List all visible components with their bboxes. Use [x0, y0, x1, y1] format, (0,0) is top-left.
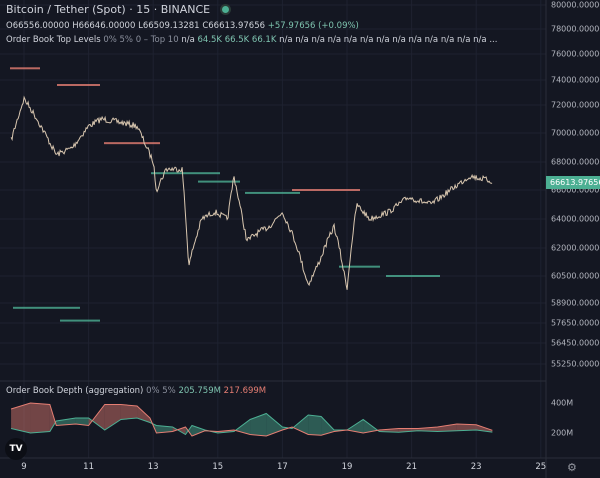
price-series [10, 95, 493, 290]
order-book-level-bid [245, 191, 300, 194]
order-book-value: n/a [295, 35, 309, 45]
settings-gear-icon[interactable]: ⚙ [567, 461, 577, 474]
order-book-value: n/a [376, 35, 390, 45]
date-tick-label: 11 [83, 462, 95, 472]
depth-bids-line [10, 412, 493, 436]
price-tick-label: 56450.00000 [551, 338, 600, 348]
date-tick-label: 9 [21, 462, 27, 472]
price-tick-label: 66000.00000 [551, 185, 600, 195]
order-book-value: n/a [181, 35, 195, 45]
depth-legend[interactable]: Order Book Depth (aggregation) 0% 5% 205… [6, 386, 267, 396]
price-tick-label: 64000.00000 [551, 214, 600, 224]
date-tick-label: 19 [341, 462, 353, 472]
depth-fill-segment [347, 419, 364, 433]
order-book-level-bid [339, 265, 380, 268]
depth-fill-segment [30, 403, 50, 433]
order-book-level-ask [104, 142, 160, 145]
price-tick-label: 55250.00000 [551, 359, 600, 369]
date-tick-label: 17 [276, 462, 288, 472]
order-book-level-bid [60, 319, 100, 322]
ohlc-values: O66556.00000 H66646.00000 L66509.13281 C… [6, 21, 359, 31]
price-tick-label: 70000.00000 [551, 128, 600, 138]
market-status-icon [222, 6, 230, 13]
order-book-value: 66.1K [251, 35, 277, 45]
depth-fill-segment [292, 415, 309, 435]
depth-fill-segment [120, 404, 138, 420]
date-tick-label: 23 [470, 462, 482, 472]
symbol-name: Bitcoin / Tether (Spot) [6, 3, 126, 16]
price-tick-label: 58900.00000 [551, 298, 600, 308]
depth-fill-segment [398, 428, 419, 433]
order-book-value: n/a [473, 35, 487, 45]
depth-fill-segment [156, 425, 173, 433]
depth-axis-200m: 200M [551, 428, 574, 438]
order-book-level-bid [386, 275, 440, 277]
depth-fill-segment [11, 403, 31, 433]
order-book-value: 66.5K [224, 35, 250, 45]
depth-fill-segment [56, 418, 76, 426]
price-tick-label: 68000.00000 [551, 157, 600, 167]
depth-fill-segment [456, 424, 477, 431]
depth-fill-segment [308, 415, 322, 436]
exchange: BINANCE [160, 3, 211, 16]
price-tick-label: 74000.00000 [551, 75, 600, 85]
order-book-value: n/a [440, 35, 455, 45]
depth-fill-segment [437, 424, 457, 432]
symbol-title[interactable]: Bitcoin / Tether (Spot) · 15 · BINANCE [6, 3, 230, 16]
price-tick-label: 57650.00000 [551, 318, 600, 328]
order-book-value: n/a [408, 35, 422, 45]
depth-fill-segment [88, 404, 105, 430]
last-price-tag: 66613.97656 [546, 176, 600, 189]
depth-fill-segment [266, 413, 283, 436]
price-tick-label: 60500.00000 [551, 271, 600, 281]
order-book-level-bid [13, 306, 80, 309]
order-book-value: n/a [279, 35, 293, 45]
price-tick-label: 78000.00000 [551, 24, 600, 34]
date-tick-label: 25 [535, 462, 547, 472]
order-book-more[interactable]: ... [489, 35, 498, 45]
order-book-value: n/a [343, 35, 358, 45]
order-book-legend[interactable]: Order Book Top Levels 0% 5% 0 – Top 10 n… [6, 35, 498, 45]
date-tick-label: 13 [147, 462, 159, 472]
order-book-level-bid [198, 180, 240, 183]
depth-fill-segment [75, 418, 89, 426]
interval: 15 [136, 3, 151, 16]
order-book-value: n/a [392, 35, 406, 45]
order-book-value: n/a [327, 35, 342, 45]
depth-fill-segment [321, 416, 335, 436]
order-book-value: 64.5K [197, 35, 223, 45]
order-book-level-ask [10, 67, 40, 70]
depth-fill-segment [104, 404, 121, 430]
order-book-value: n/a [424, 35, 439, 45]
price-tick-label: 72000.00000 [551, 100, 600, 110]
depth-fill-segment [137, 406, 150, 423]
order-book-value: n/a [311, 35, 325, 45]
date-tick-label: 15 [212, 462, 224, 472]
order-book-level-ask [292, 189, 360, 191]
depth-fill-segment [191, 425, 205, 436]
depth-asks-line [10, 402, 493, 437]
order-book-level-bid [151, 172, 220, 175]
price-tick-label: 76000.00000 [551, 49, 600, 59]
tradingview-logo[interactable]: TV [5, 438, 27, 460]
order-book-value: n/a [359, 35, 374, 45]
price-tick-label: 62000.00000 [551, 243, 600, 253]
order-book-level-ask [57, 84, 100, 86]
price-tick-label: 80000.00000 [551, 0, 600, 10]
order-book-value: n/a [457, 35, 471, 45]
date-tick-label: 21 [406, 462, 418, 472]
depth-fill-segment [250, 413, 267, 436]
depth-axis-400m: 400M [551, 398, 574, 408]
